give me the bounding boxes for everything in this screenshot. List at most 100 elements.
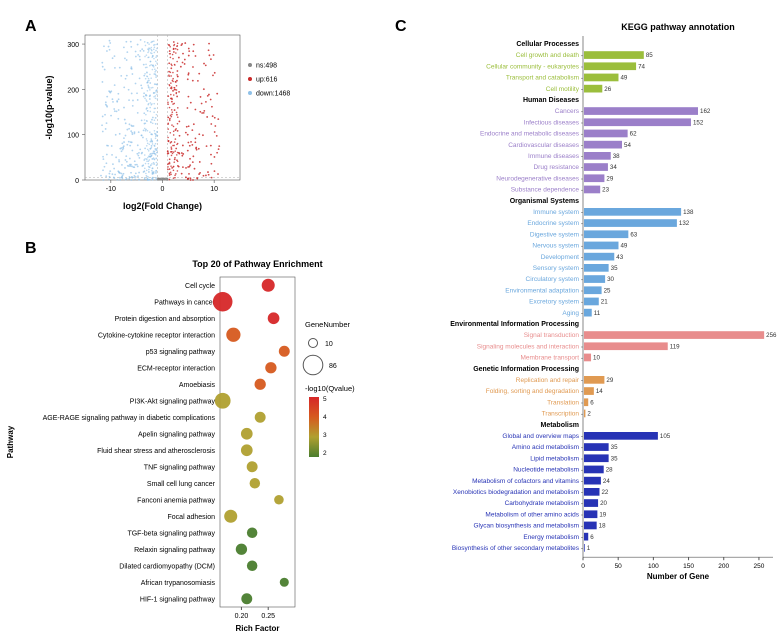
svg-text:85: 85: [646, 52, 653, 59]
svg-text:Environmental adaptation: Environmental adaptation: [505, 287, 579, 294]
svg-text:30: 30: [607, 276, 614, 283]
svg-text:138: 138: [683, 209, 694, 216]
svg-text:Excretory system: Excretory system: [529, 299, 579, 306]
svg-text:62: 62: [630, 131, 637, 138]
enrichment-dotplot: Top 20 of Pathway Enrichment0.200.25Rich…: [5, 255, 380, 635]
svg-text:Infectious diseases: Infectious diseases: [524, 119, 580, 126]
svg-text:Cardiovascular diseases: Cardiovascular diseases: [508, 142, 580, 149]
svg-text:Global and overview maps: Global and overview maps: [502, 433, 579, 440]
svg-text:-log10(Qvalue): -log10(Qvalue): [305, 384, 355, 393]
svg-text:Cell motility: Cell motility: [546, 86, 580, 93]
svg-text:ECM-receptor interaction: ECM-receptor interaction: [137, 365, 215, 372]
svg-text:29: 29: [606, 377, 613, 384]
svg-text:Nervous system: Nervous system: [532, 243, 579, 250]
svg-text:10: 10: [593, 355, 600, 362]
svg-text:Digestive system: Digestive system: [530, 231, 579, 238]
svg-text:152: 152: [693, 119, 704, 126]
svg-text:49: 49: [620, 75, 627, 82]
svg-text:23: 23: [602, 187, 609, 194]
svg-text:down:1468: down:1468: [256, 91, 290, 98]
svg-text:Endocrine and metabolic diseas: Endocrine and metabolic diseases: [480, 131, 580, 138]
svg-text:Genetic Information Processing: Genetic Information Processing: [473, 366, 579, 373]
svg-text:Translation: Translation: [547, 399, 579, 406]
svg-text:Circulatory system: Circulatory system: [526, 276, 579, 283]
svg-text:Cell cycle: Cell cycle: [185, 283, 215, 290]
svg-text:Organismal Systems: Organismal Systems: [510, 198, 579, 205]
svg-text:6: 6: [590, 399, 594, 406]
svg-text:KEGG pathway annotation: KEGG pathway annotation: [621, 22, 735, 32]
svg-text:Lipid metabolism: Lipid metabolism: [530, 455, 579, 462]
svg-text:10: 10: [325, 341, 333, 348]
svg-text:Metabolism of other amino acid: Metabolism of other amino acids: [485, 511, 579, 518]
svg-text:up:616: up:616: [256, 77, 278, 84]
svg-text:Cell growth and death: Cell growth and death: [516, 52, 580, 59]
svg-text:Drug resistance: Drug resistance: [533, 164, 579, 171]
svg-text:Human Diseases: Human Diseases: [523, 97, 579, 104]
svg-text:0: 0: [161, 186, 165, 193]
svg-text:54: 54: [624, 142, 631, 149]
svg-text:Fluid shear stress and atheros: Fluid shear stress and atherosclerosis: [97, 448, 215, 455]
svg-text:Signaling molecules and intera: Signaling molecules and interaction: [477, 343, 580, 350]
svg-text:Metabolism of cofactors and vi: Metabolism of cofactors and vitamins: [472, 478, 580, 485]
svg-text:Top 20 of Pathway Enrichment: Top 20 of Pathway Enrichment: [192, 259, 322, 269]
svg-text:Amoebiasis: Amoebiasis: [179, 382, 216, 389]
svg-text:Glycan biosynthesis and metabo: Glycan biosynthesis and metabolism: [474, 523, 580, 530]
svg-text:35: 35: [611, 444, 618, 451]
svg-text:Cancers: Cancers: [555, 108, 580, 115]
svg-text:GeneNumber: GeneNumber: [305, 320, 351, 329]
svg-text:28: 28: [606, 467, 613, 474]
svg-text:TGF-beta signaling pathway: TGF-beta signaling pathway: [127, 530, 215, 537]
svg-text:26: 26: [604, 86, 611, 93]
svg-text:2: 2: [323, 450, 327, 457]
svg-text:Endocrine system: Endocrine system: [527, 220, 579, 227]
svg-text:35: 35: [611, 265, 618, 272]
svg-text:63: 63: [630, 231, 637, 238]
svg-text:300: 300: [67, 42, 79, 49]
svg-text:38: 38: [613, 153, 620, 160]
svg-text:Nucleotide metabolism: Nucleotide metabolism: [513, 467, 579, 474]
svg-text:Amino acid metabolism: Amino acid metabolism: [512, 444, 579, 451]
svg-text:74: 74: [638, 63, 645, 70]
svg-text:AGE-RAGE signaling pathway in: AGE-RAGE signaling pathway in diabetic c…: [43, 415, 216, 422]
svg-text:200: 200: [718, 563, 729, 570]
svg-text:Transport and catabolism: Transport and catabolism: [506, 75, 579, 82]
svg-text:Metabolism: Metabolism: [540, 422, 579, 429]
svg-text:1: 1: [587, 545, 591, 552]
svg-text:0: 0: [75, 178, 79, 185]
svg-text:19: 19: [599, 511, 606, 518]
panel-a-label: A: [25, 18, 37, 36]
svg-text:Pathways in cancer: Pathways in cancer: [154, 299, 215, 306]
svg-text:14: 14: [596, 388, 603, 395]
svg-text:p53 signaling pathway: p53 signaling pathway: [146, 349, 216, 356]
svg-text:Cellular Processes: Cellular Processes: [516, 41, 579, 48]
svg-text:86: 86: [329, 363, 337, 370]
svg-text:PI3K-Akt signaling pathway: PI3K-Akt signaling pathway: [130, 398, 216, 405]
svg-text:35: 35: [611, 455, 618, 462]
svg-text:Membrane transport: Membrane transport: [520, 355, 579, 362]
svg-text:log2(Fold Change): log2(Fold Change): [123, 201, 202, 211]
svg-text:2: 2: [587, 411, 591, 418]
svg-text:-log10(p-value): -log10(p-value): [44, 75, 54, 139]
svg-text:Biosynthesis of other secondar: Biosynthesis of other secondary metaboli…: [452, 545, 580, 552]
svg-text:119: 119: [670, 343, 680, 350]
svg-text:250: 250: [753, 563, 764, 570]
svg-text:150: 150: [683, 563, 694, 570]
svg-text:African trypanosomiasis: African trypanosomiasis: [141, 580, 216, 587]
svg-text:100: 100: [67, 133, 79, 140]
svg-text:100: 100: [648, 563, 659, 570]
svg-text:TNF signaling pathway: TNF signaling pathway: [144, 464, 216, 471]
svg-text:0.25: 0.25: [261, 613, 275, 620]
svg-text:Folding, sorting and degradati: Folding, sorting and degradation: [486, 388, 580, 395]
svg-text:21: 21: [601, 299, 608, 306]
svg-text:Sensory system: Sensory system: [533, 265, 579, 272]
svg-text:3: 3: [323, 432, 327, 439]
svg-text:43: 43: [616, 254, 623, 261]
svg-text:Aging: Aging: [562, 310, 579, 317]
svg-text:Transcription: Transcription: [542, 411, 580, 418]
svg-text:29: 29: [606, 175, 613, 182]
svg-text:Rich Factor: Rich Factor: [235, 624, 279, 633]
svg-text:-10: -10: [106, 186, 116, 193]
svg-text:34: 34: [610, 164, 617, 171]
svg-text:Dilated cardiomyopathy (DCM): Dilated cardiomyopathy (DCM): [119, 563, 215, 570]
svg-text:Relaxin signaling pathway: Relaxin signaling pathway: [134, 547, 215, 554]
